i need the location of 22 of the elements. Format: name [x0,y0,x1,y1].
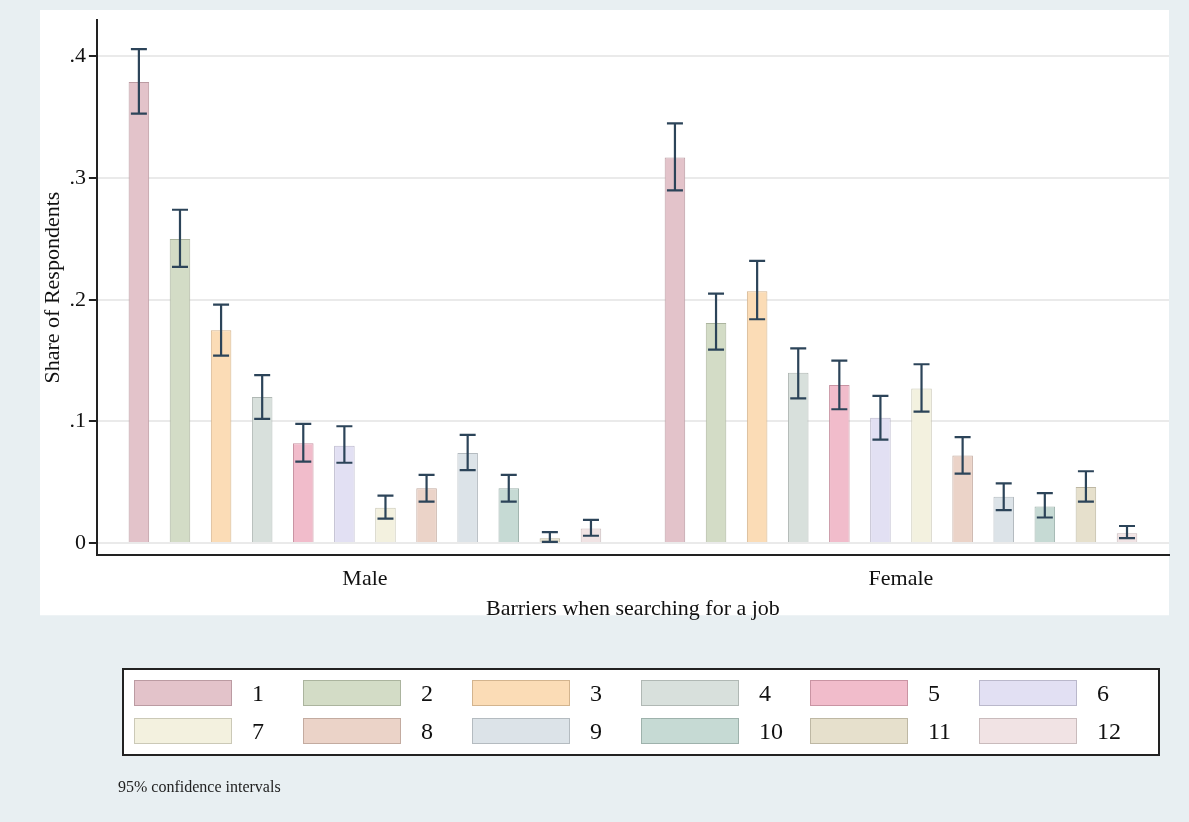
y-tick-label: .4 [69,42,86,68]
legend-label: 9 [590,717,602,745]
legend-label: 4 [759,679,771,707]
y-tick-label: 0 [74,528,86,554]
legend-label: 12 [1097,717,1121,745]
legend-label: 2 [421,679,433,707]
text: 95% confidence intervals [118,778,281,795]
legend-label: 3 [590,679,602,707]
legend-label: 7 [252,717,264,745]
legend-label: 6 [1097,679,1109,707]
legend-label: 8 [421,717,433,745]
x-axis-title: Barriers when searching for a job [486,594,780,620]
y-tick-label: .2 [69,285,86,311]
legend-label: 5 [928,679,940,707]
y-axis-title: Share of Respondents [38,191,64,384]
y-tick-label: .3 [69,163,86,189]
legend-label: 1 [252,679,264,707]
legend-label: 11 [928,717,952,745]
legend-label: 10 [759,717,783,745]
y-tick-label: .1 [69,407,86,433]
x-tick-label: Female [868,565,934,591]
x-tick-label: Male [342,565,388,591]
